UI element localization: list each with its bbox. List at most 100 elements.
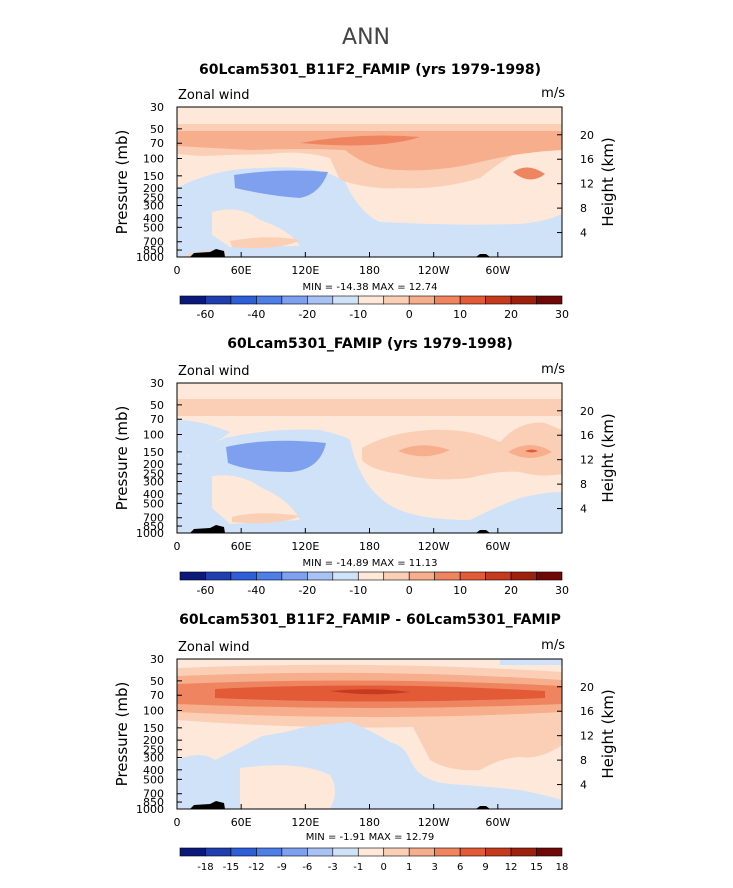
panel-3-x-ticks: 0 60E 120E 180 120W 60W: [174, 804, 510, 829]
colorbar-swatch: [179, 847, 206, 857]
panel-2-field: [177, 383, 562, 533]
y-tick-label: 500: [143, 221, 164, 234]
y-tick-label: 300: [143, 751, 164, 764]
y-tick-label: 70: [150, 413, 164, 426]
x-tick-label: 120E: [291, 540, 319, 553]
colorbar-swatch: [230, 295, 257, 305]
colorbar-swatch: [281, 571, 308, 581]
colorbar-swatch: [383, 847, 410, 857]
y-tick-label: 30: [150, 653, 164, 666]
x-tick-label: 60W: [485, 816, 510, 829]
colorbar-label: 12: [505, 862, 518, 873]
colorbar-swatch: [485, 847, 512, 857]
panel-3-title: 60Lcam5301_B11F2_FAMIP - 60Lcam5301_FAMI…: [179, 612, 561, 628]
colorbar-swatch: [510, 571, 537, 581]
colorbar-swatch: [357, 571, 385, 581]
y-tick-label: 150: [143, 170, 164, 183]
colorbar-swatch: [307, 295, 334, 305]
x-tick-label: 60E: [231, 816, 252, 829]
colorbar-label: 10: [453, 584, 467, 597]
colorbar-swatch: [434, 295, 461, 305]
colorbar-swatch: [332, 295, 359, 305]
y-tick-label: 30: [150, 101, 164, 114]
panel-3-colorbar: -18 -15 -12 -9 -6 -3 -1 0 1 3 6 9 12 15 18: [179, 847, 568, 873]
panel-2-stats: MIN = -14.89 MAX = 11.13: [303, 558, 438, 569]
panel-3-stats: MIN = -1.91 MAX = 12.79: [306, 832, 435, 843]
y2-tick-label: 4: [580, 503, 587, 516]
colorbar-label: -10: [349, 584, 367, 597]
panel-1-ylabel: Pressure (mb): [113, 130, 131, 235]
panel-2-ylabel: Pressure (mb): [113, 406, 131, 511]
y-tick-label: 850: [143, 244, 164, 257]
colorbar-label: 1: [406, 862, 412, 873]
colorbar-swatch: [408, 571, 435, 581]
x-tick-label: 120E: [291, 816, 319, 829]
y-tick-label: 250: [143, 468, 164, 481]
y-tick-label: 400: [143, 488, 164, 501]
colorbar-swatch: [357, 295, 385, 305]
y-tick-label: 400: [143, 764, 164, 777]
colorbar-label: 3: [431, 862, 437, 873]
y2-tick-label: 12: [580, 454, 594, 467]
colorbar-label: -18: [197, 862, 213, 873]
x-tick-label: 120W: [418, 540, 450, 553]
y-tick-label: 300: [143, 199, 164, 212]
colorbar-swatch: [205, 847, 232, 857]
y2-tick-label: 12: [580, 178, 594, 191]
y-tick-label: 100: [143, 705, 164, 718]
colorbar-label: -20: [298, 308, 316, 321]
x-tick-label: 180: [359, 816, 380, 829]
y-tick-label: 700: [143, 788, 164, 801]
panel-2-title: 60Lcam5301_FAMIP (yrs 1979-1998): [227, 336, 513, 352]
x-tick-label: 180: [359, 264, 380, 277]
panel-1-stats: MIN = -14.38 MAX = 12.74: [303, 282, 438, 293]
y-tick-label: 150: [143, 722, 164, 735]
colorbar-swatch: [459, 571, 486, 581]
y-tick-label: 100: [143, 429, 164, 442]
colorbar-label: -40: [247, 308, 265, 321]
colorbar-label: 30: [555, 308, 569, 321]
colorbar-label: -3: [328, 862, 338, 873]
y-tick-label: 850: [143, 796, 164, 809]
x-tick-label: 0: [174, 816, 181, 829]
y2-tick-label: 20: [580, 681, 594, 694]
panel-3: 60Lcam5301_B11F2_FAMIP - 60Lcam5301_FAMI…: [113, 612, 617, 873]
y-tick-label: 50: [150, 675, 164, 688]
colorbar-swatch: [281, 295, 308, 305]
colorbar-swatch: [459, 847, 486, 857]
colorbar-label: 15: [530, 862, 543, 873]
y2-tick-label: 16: [580, 153, 594, 166]
panel-3-field: [177, 659, 562, 809]
y-tick-label: 70: [150, 137, 164, 150]
colorbar-swatch: [307, 571, 334, 581]
panel-3-y2-ticks: 20 16 12 8 4: [557, 681, 594, 792]
colorbar-swatch: [510, 847, 537, 857]
x-tick-label: 120W: [418, 816, 450, 829]
x-tick-label: 60W: [485, 540, 510, 553]
panel-1-y2-ticks: 20 16 12 8 4: [557, 129, 594, 240]
colorbar-label: -6: [302, 862, 312, 873]
y2-tick-label: 4: [580, 779, 587, 792]
colorbar-swatch: [256, 295, 283, 305]
panel-1-y2label: Height (km): [599, 137, 617, 226]
colorbar-swatch: [485, 571, 512, 581]
colorbar-swatch: [256, 847, 283, 857]
colorbar-swatch: [179, 295, 206, 305]
colorbar-label: -15: [223, 862, 239, 873]
y-tick-label: 1000: [136, 527, 164, 540]
colorbar-swatch: [205, 295, 232, 305]
panel-2-y2label: Height (km): [599, 413, 617, 502]
y2-tick-label: 16: [580, 705, 594, 718]
y-tick-label: 700: [143, 236, 164, 249]
colorbar-swatch: [536, 295, 563, 305]
colorbar-swatch: [230, 847, 257, 857]
y-tick-label: 500: [143, 497, 164, 510]
colorbar-swatch: [408, 847, 435, 857]
y2-tick-label: 20: [580, 405, 594, 418]
colorbar-label: -40: [247, 584, 265, 597]
x-tick-label: 60E: [231, 540, 252, 553]
colorbar-swatch: [536, 571, 563, 581]
